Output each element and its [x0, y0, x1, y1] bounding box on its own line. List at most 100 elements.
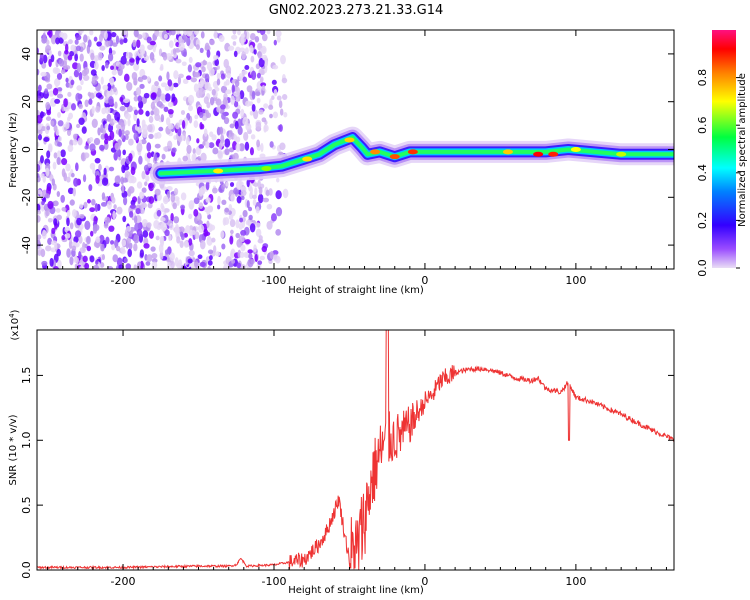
noise-speck — [99, 45, 106, 51]
noise-speck — [207, 265, 211, 269]
noise-speck — [275, 190, 282, 200]
noise-speck — [181, 120, 186, 129]
noise-speck — [122, 177, 128, 183]
noise-speck — [52, 87, 59, 96]
noise-speck — [194, 114, 199, 120]
noise-speck — [188, 250, 195, 257]
noise-speck — [150, 246, 156, 252]
noise-speck — [146, 254, 153, 262]
noise-speck — [149, 52, 155, 61]
noise-speck — [37, 173, 40, 178]
noise-speck — [60, 194, 65, 203]
noise-speck — [58, 37, 64, 44]
noise-speck — [272, 111, 279, 119]
noise-speck — [91, 198, 96, 206]
snr-panel: -200 -100 0 100 0.0 0.5 1.0 1.5 Height of strai… — [8, 309, 675, 596]
y-tick-label: -40 — [20, 236, 33, 254]
noise-speck — [78, 71, 83, 81]
noise-speck — [244, 64, 250, 71]
noise-speck — [275, 207, 283, 217]
signal-ridge — [149, 126, 674, 185]
snr-frame — [36, 329, 675, 571]
noise-speck — [246, 85, 253, 93]
noise-speck — [100, 76, 104, 85]
noise-speck — [273, 89, 278, 97]
noise-speck — [39, 52, 45, 62]
noise-speck — [257, 50, 262, 59]
noise-speck — [57, 136, 62, 142]
noise-speck — [223, 264, 229, 269]
noise-speck — [82, 255, 88, 263]
noise-speck — [236, 196, 242, 204]
noise-speck — [231, 79, 235, 85]
noise-speck — [145, 261, 151, 266]
noise-speck — [140, 139, 147, 145]
noise-speck — [185, 30, 193, 37]
noise-speck — [233, 100, 239, 108]
noise-speck — [200, 152, 207, 163]
noise-speck — [171, 147, 177, 153]
noise-speck — [249, 110, 254, 116]
noise-speck — [74, 53, 78, 62]
noise-speck — [137, 127, 143, 133]
noise-speck — [83, 152, 90, 159]
noise-speck — [43, 137, 50, 142]
noise-speck — [150, 101, 156, 110]
noise-speck — [208, 67, 215, 77]
noise-speck — [43, 30, 48, 33]
noise-speck — [45, 116, 52, 121]
noise-speck — [199, 47, 204, 53]
noise-speck — [50, 54, 55, 63]
noise-speck — [249, 147, 254, 156]
noise-speck — [122, 30, 128, 36]
noise-speck — [191, 230, 196, 235]
noise-speck — [56, 150, 61, 158]
noise-speck — [256, 72, 261, 79]
noise-speck — [173, 188, 179, 196]
noise-speck — [187, 64, 193, 73]
noise-speck — [196, 138, 200, 144]
noise-speck — [169, 222, 174, 231]
noise-speck — [212, 187, 218, 194]
noise-speck — [55, 37, 60, 45]
noise-speck — [65, 163, 71, 172]
noise-speck — [253, 109, 259, 120]
noise-speck — [148, 196, 155, 204]
noise-speck — [236, 86, 241, 96]
noise-speck — [110, 32, 117, 38]
noise-speck — [246, 178, 250, 188]
noise-speck — [89, 137, 94, 143]
noise-speck — [84, 99, 89, 108]
noise-speck — [272, 254, 279, 262]
noise-speck — [41, 260, 48, 266]
noise-speck — [249, 186, 253, 195]
noise-speck — [79, 247, 86, 254]
noise-speck — [114, 142, 121, 151]
noise-speck — [37, 95, 42, 102]
noise-speck — [237, 126, 243, 136]
noise-speck — [251, 90, 256, 100]
noise-speck — [69, 199, 75, 206]
noise-speck — [167, 101, 174, 108]
noise-speck — [42, 54, 48, 64]
noise-speck — [65, 77, 69, 83]
noise-speck — [176, 30, 181, 35]
noise-speck — [94, 157, 101, 164]
noise-speck — [188, 105, 193, 112]
noise-speck — [128, 138, 134, 146]
noise-speck — [146, 76, 151, 82]
noise-speck — [78, 251, 82, 259]
noise-speck — [223, 81, 227, 87]
ridge-hotspot — [407, 149, 418, 155]
noise-speck — [160, 63, 164, 70]
noise-speck — [232, 111, 239, 119]
noise-speck — [56, 214, 62, 221]
noise-speck — [104, 106, 111, 114]
noise-speck — [63, 98, 68, 108]
noise-speck — [142, 230, 149, 238]
noise-speck — [121, 239, 127, 247]
noise-speck — [61, 206, 67, 212]
ridge-hotspot — [570, 147, 581, 152]
noise-speck — [273, 39, 277, 46]
noise-speck — [224, 138, 231, 148]
